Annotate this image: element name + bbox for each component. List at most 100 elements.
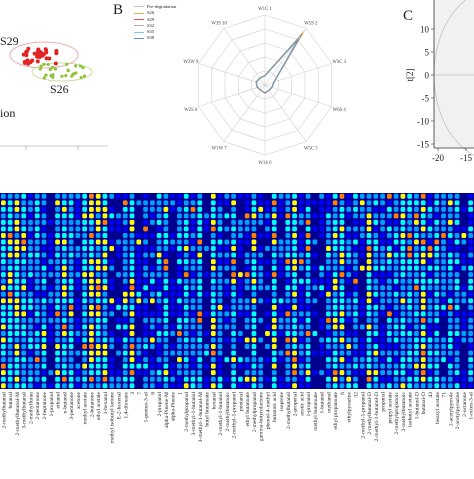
heatmap-cell [305,317,311,323]
heatmap-cell [109,226,115,232]
heatmap-cell [271,193,277,199]
heatmap-cell [163,232,169,238]
heatmap-cell [353,239,358,245]
heatmap-cell [210,219,216,225]
heatmap-cell [156,226,162,232]
heatmap-cell [434,324,440,330]
heatmap-cell [28,272,33,278]
heatmap-cell [68,370,74,376]
heatmap-cell [468,285,473,291]
heatmap-cell [271,272,277,278]
heatmap-cell [183,291,189,297]
heatmap-cell [238,357,243,363]
heatmap-cell [407,232,413,238]
heatmap-cell [346,232,352,238]
heatmap-cell [400,304,406,310]
heatmap-cell [238,291,243,297]
heatmap-cell [420,330,426,336]
heatmap-cell [28,357,33,363]
heatmap-cell [258,298,264,304]
heatmap-cell [14,350,20,356]
heatmap-cell [285,265,291,271]
heatmap-cell [48,311,54,317]
heatmap-cell [129,311,135,317]
heatmap-cell [102,193,108,199]
heatmap-cell [163,259,169,265]
heatmap-cell [271,252,277,258]
heatmap-cell [244,265,250,271]
heatmap-cell [170,200,176,206]
scatter-point-s26 [79,75,83,80]
heatmap-cell [163,311,169,317]
heatmap-x-label: methanol [326,392,332,413]
heatmap-cell [41,350,47,356]
heatmap-cell [441,291,446,297]
heatmap-cell [298,350,304,356]
heatmap-cell [231,344,236,350]
heatmap-cell [95,370,101,376]
heatmap-cell [366,219,372,225]
heatmap-cell [163,193,169,199]
heatmap-cell [55,285,60,291]
heatmap-cell [278,193,284,199]
heatmap-cell [231,304,236,310]
heatmap-cell [251,370,257,376]
heatmap-cell [224,226,230,232]
heatmap-cell [298,252,304,258]
heatmap-cell [346,239,352,245]
heatmap-cell [339,259,345,265]
heatmap-cell [278,357,284,363]
heatmap-cell [136,246,142,252]
heatmap-cell [231,324,236,330]
heatmap-x-label: E-2-hexenal [117,392,123,420]
heatmap-cell [447,232,453,238]
heatmap-cell [258,219,264,225]
heatmap-cell [380,193,385,199]
heatmap-cell [190,317,196,323]
heatmap-x-label: butanal-D [421,392,427,414]
heatmap-cell [190,232,196,238]
heatmap-cell [61,226,67,232]
heatmap-cell [346,200,352,206]
heatmap-cell [244,226,250,232]
heatmap-cell [82,239,88,245]
radar-axis-label: W5S 2 [304,22,318,27]
heatmap-cell [454,330,460,336]
heatmap-cell [285,317,291,323]
heatmap-cell [136,200,142,206]
heatmap-cell [427,363,433,369]
legend-entry: S38 [134,35,176,41]
heatmap-cell [454,285,460,291]
heatmap-cell [21,311,27,317]
heatmap-cell [210,206,216,212]
heatmap-cell [41,239,47,245]
heatmap-cell [373,239,379,245]
heatmap-cell [28,291,33,297]
heatmap-cell [102,239,108,245]
heatmap-cell [177,357,182,363]
heatmap-cell [210,304,216,310]
heatmap-cell [163,317,169,323]
heatmap-cell [380,291,385,297]
heatmap-cell [183,193,189,199]
heatmap-cell [217,324,223,330]
heatmap-cell [28,363,33,369]
heatmap-cell [366,226,372,232]
heatmap-cell [386,291,392,297]
heatmap-cell [156,285,162,291]
heatmap-cell [332,272,338,278]
heatmap-cell [447,370,453,376]
heatmap-cell [258,285,264,291]
heatmap-cell [89,239,94,245]
heatmap-cell [468,370,473,376]
heatmap-cell [7,357,13,363]
heatmap-cell [326,330,331,336]
heatmap-cell [163,370,169,376]
heatmap-cell [353,232,358,238]
heatmap-cell [136,252,142,258]
heatmap-cell [420,317,426,323]
heatmap-cell [359,246,365,252]
heatmap-cell [231,265,236,271]
heatmap-cell [393,219,399,225]
heatmap-cell [75,285,81,291]
